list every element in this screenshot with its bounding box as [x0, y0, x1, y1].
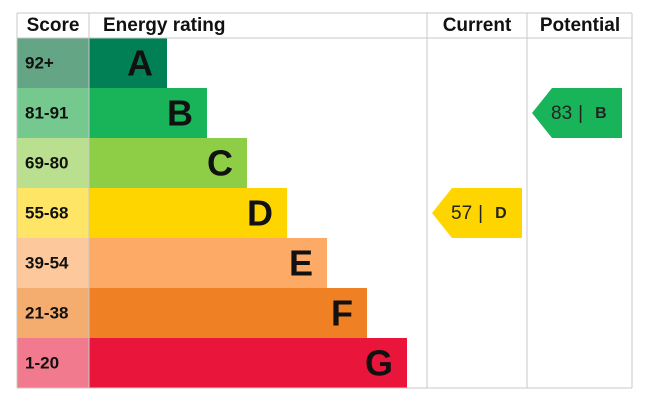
- score-label: 92+: [25, 53, 54, 72]
- rating-header: Energy rating: [103, 15, 225, 36]
- score-cell: [17, 88, 89, 138]
- rating-letter: F: [331, 293, 353, 334]
- score-label: 55-68: [25, 203, 68, 222]
- current-rating: D: [495, 205, 507, 222]
- score-label: 21-38: [25, 303, 68, 322]
- score-header: Score: [27, 15, 80, 36]
- rating-bar: [89, 88, 207, 138]
- score-cell: [17, 338, 89, 388]
- rating-letter: E: [289, 243, 313, 284]
- score-label: 69-80: [25, 153, 68, 172]
- current-label: 57 | D: [451, 203, 507, 224]
- rating-bar: [89, 338, 407, 388]
- rating-letter: B: [167, 93, 193, 134]
- potential-score: 83: [551, 103, 572, 124]
- current-header: Current: [443, 15, 512, 36]
- rating-bar: [89, 188, 287, 238]
- rating-letter: G: [365, 343, 393, 384]
- potential-separator: |: [578, 103, 583, 124]
- score-cell: [17, 188, 89, 238]
- rating-bar: [89, 38, 167, 88]
- score-cell: [17, 38, 89, 88]
- potential-rating: B: [595, 105, 607, 122]
- rating-letter: A: [127, 43, 153, 84]
- current-score: 57: [451, 203, 472, 224]
- potential-arrow: [532, 88, 622, 138]
- score-cell: [17, 238, 89, 288]
- score-cell: [17, 288, 89, 338]
- score-label: 1-20: [25, 353, 59, 372]
- score-label: 39-54: [25, 253, 69, 272]
- potential-header: Potential: [540, 15, 620, 36]
- score-label: 81-91: [25, 103, 68, 122]
- rating-bar: [89, 238, 327, 288]
- score-cell: [17, 138, 89, 188]
- rating-bar: [89, 288, 367, 338]
- current-separator: |: [478, 203, 483, 224]
- rating-bar: [89, 138, 247, 188]
- current-arrow: [432, 188, 522, 238]
- rating-letter: D: [247, 193, 273, 234]
- rating-letter: C: [207, 143, 233, 184]
- potential-label: 83 | B: [551, 103, 607, 124]
